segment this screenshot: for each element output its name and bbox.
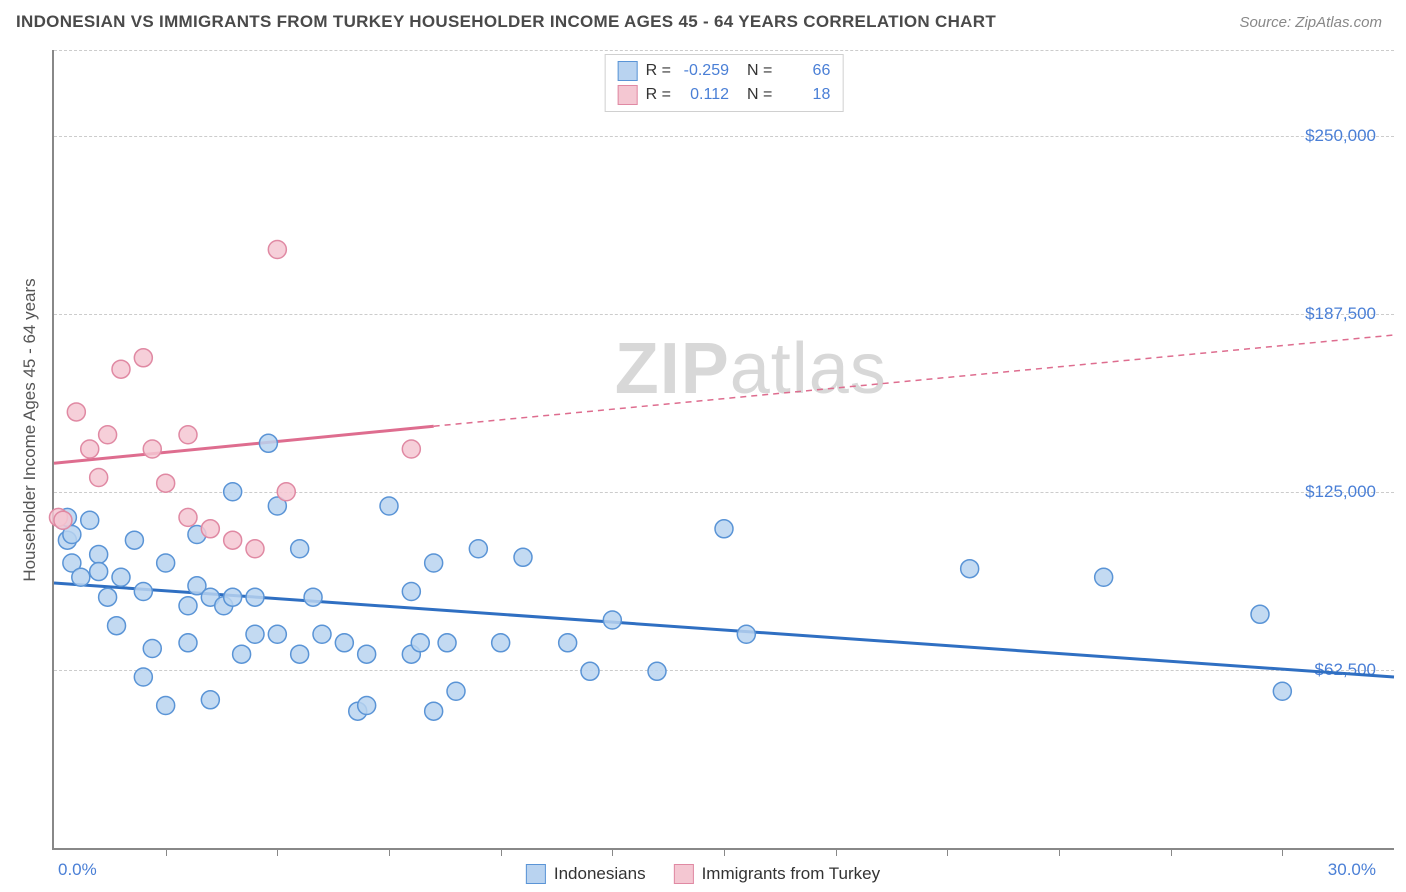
stats-row: R = 0.112 N = 18 bbox=[618, 83, 831, 107]
legend-label: Indonesians bbox=[554, 864, 646, 884]
stats-legend: R = -0.259 N = 66 R = 0.112 N = 18 bbox=[605, 54, 844, 112]
chart-source: Source: ZipAtlas.com bbox=[1239, 14, 1382, 31]
scatter-svg bbox=[54, 50, 1394, 848]
legend-swatch-icon bbox=[618, 61, 638, 81]
legend-swatch-icon bbox=[674, 864, 694, 884]
chart-container: ZIPatlas $62,500$125,000$187,500$250,000… bbox=[52, 50, 1394, 850]
chart-header: INDONESIAN VS IMMIGRANTS FROM TURKEY HOU… bbox=[0, 0, 1406, 40]
plot-area: ZIPatlas $62,500$125,000$187,500$250,000… bbox=[52, 50, 1394, 850]
n-value: 18 bbox=[780, 86, 830, 104]
chart-title: INDONESIAN VS IMMIGRANTS FROM TURKEY HOU… bbox=[16, 12, 996, 32]
legend-swatch-icon bbox=[618, 85, 638, 105]
legend-swatch-icon bbox=[526, 864, 546, 884]
r-value: 0.112 bbox=[679, 86, 729, 104]
x-axis-max-label: 30.0% bbox=[1328, 860, 1376, 880]
y-axis-label: Householder Income Ages 45 - 64 years bbox=[20, 278, 40, 581]
legend-item: Immigrants from Turkey bbox=[674, 864, 881, 884]
r-value: -0.259 bbox=[679, 62, 729, 80]
legend-label: Immigrants from Turkey bbox=[702, 864, 881, 884]
n-value: 66 bbox=[780, 62, 830, 80]
stats-row: R = -0.259 N = 66 bbox=[618, 59, 831, 83]
legend-item: Indonesians bbox=[526, 864, 646, 884]
x-axis-min-label: 0.0% bbox=[58, 860, 97, 880]
bottom-legend: Indonesians Immigrants from Turkey bbox=[526, 864, 880, 884]
